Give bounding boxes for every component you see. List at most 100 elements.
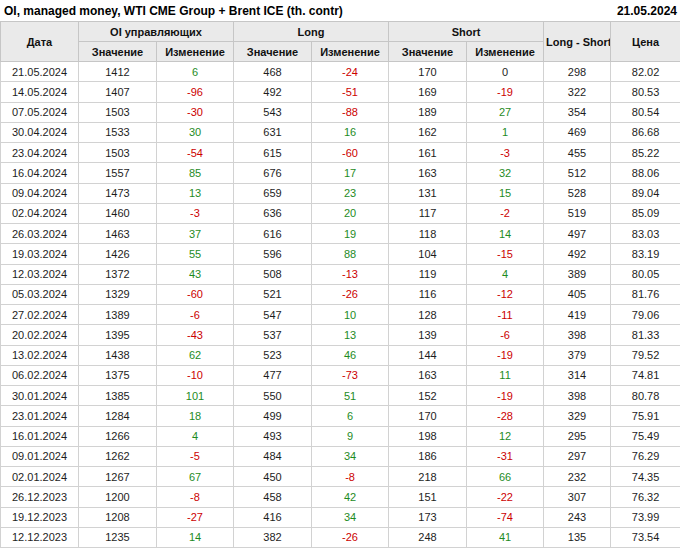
date-cell: 02.04.2024 (1, 203, 79, 223)
long-change-cell: -26 (312, 527, 389, 547)
long-value-cell: 416 (234, 507, 312, 527)
short-value-cell: 170 (389, 62, 467, 82)
long-short-cell: 297 (544, 446, 611, 466)
date-cell: 16.04.2024 (1, 163, 79, 183)
long-short-cell: 405 (544, 284, 611, 304)
oi-change-cell: -8 (157, 487, 234, 507)
date-cell: 16.01.2024 (1, 426, 79, 446)
date-cell: 21.05.2024 (1, 62, 79, 82)
date-cell: 06.02.2024 (1, 365, 79, 385)
long-value-cell: 550 (234, 386, 312, 406)
short-change-cell: -74 (467, 507, 544, 527)
long-short-cell: 243 (544, 507, 611, 527)
long-short-cell: 389 (544, 264, 611, 284)
short-value-cell: 139 (389, 325, 467, 345)
price-cell: 73.54 (611, 527, 680, 547)
long-value-cell: 523 (234, 345, 312, 365)
long-value-cell: 382 (234, 527, 312, 547)
oi-value-cell: 1385 (79, 386, 157, 406)
long-change-cell: 9 (312, 426, 389, 446)
oi-value-cell: 1389 (79, 305, 157, 325)
short-change-cell: -31 (467, 446, 544, 466)
oi-value-cell: 1438 (79, 345, 157, 365)
long-change-cell: -88 (312, 102, 389, 122)
date-cell: 09.01.2024 (1, 446, 79, 466)
date-cell: 26.12.2023 (1, 487, 79, 507)
table-row: 30.04.202415333063116162146986.68 (1, 122, 680, 142)
short-value-cell: 170 (389, 406, 467, 426)
oi-change-cell: 85 (157, 163, 234, 183)
short-value-cell: 117 (389, 203, 467, 223)
page-title: OI, managed money, WTI CME Group + Brent… (4, 4, 343, 18)
short-value-cell: 104 (389, 244, 467, 264)
long-value-cell: 631 (234, 122, 312, 142)
oi-value-cell: 1503 (79, 143, 157, 163)
short-value-cell: 248 (389, 527, 467, 547)
table-row: 02.04.20241460-363620117-251985.09 (1, 203, 680, 223)
table-row: 14.05.20241407-96492-51169-1932280.53 (1, 82, 680, 102)
oi-change-cell: 43 (157, 264, 234, 284)
table-row: 21.05.202414126468-24170029882.02 (1, 62, 680, 82)
long-change-cell: 20 (312, 203, 389, 223)
date-cell: 12.12.2023 (1, 527, 79, 547)
long-value-cell: 499 (234, 406, 312, 426)
oi-change-cell: 62 (157, 345, 234, 365)
short-value-cell: 119 (389, 264, 467, 284)
short-change-cell: -19 (467, 345, 544, 365)
title-bar: OI, managed money, WTI CME Group + Brent… (0, 0, 680, 21)
long-change-cell: 6 (312, 406, 389, 426)
oi-change-cell: -54 (157, 143, 234, 163)
oi-change-cell: -43 (157, 325, 234, 345)
long-value-cell: 596 (234, 244, 312, 264)
long-value-cell: 676 (234, 163, 312, 183)
price-cell: 79.52 (611, 345, 680, 365)
price-cell: 76.32 (611, 487, 680, 507)
short-change-cell: -11 (467, 305, 544, 325)
long-value-cell: 493 (234, 426, 312, 446)
short-change-cell: 32 (467, 163, 544, 183)
report-date: 21.05.2024 (617, 4, 677, 18)
price-cell: 80.05 (611, 264, 680, 284)
oi-value-cell: 1407 (79, 82, 157, 102)
date-cell: 07.05.2024 (1, 102, 79, 122)
date-cell: 12.03.2024 (1, 264, 79, 284)
long-value-cell: 468 (234, 62, 312, 82)
long-short-cell: 419 (544, 305, 611, 325)
price-cell: 80.53 (611, 82, 680, 102)
date-cell: 23.01.2024 (1, 406, 79, 426)
short-change-cell: -15 (467, 244, 544, 264)
price-cell: 74.81 (611, 365, 680, 385)
price-cell: 85.22 (611, 143, 680, 163)
short-value-cell: 131 (389, 183, 467, 203)
oi-change-cell: -30 (157, 102, 234, 122)
oi-change-cell: 6 (157, 62, 234, 82)
date-cell: 23.04.2024 (1, 143, 79, 163)
table-row: 26.12.20231200-845842151-2230776.32 (1, 487, 680, 507)
short-change-cell: -12 (467, 284, 544, 304)
header-date: Дата (1, 22, 79, 62)
price-cell: 85.09 (611, 203, 680, 223)
date-cell: 27.02.2024 (1, 305, 79, 325)
table-row: 19.12.20231208-2741634173-7424373.99 (1, 507, 680, 527)
table-row: 13.02.202414386252346144-1937979.52 (1, 345, 680, 365)
oi-value-cell: 1395 (79, 325, 157, 345)
long-value-cell: 492 (234, 82, 312, 102)
short-value-cell: 163 (389, 365, 467, 385)
price-cell: 80.54 (611, 102, 680, 122)
date-cell: 19.03.2024 (1, 244, 79, 264)
oi-change-cell: 18 (157, 406, 234, 426)
long-short-cell: 398 (544, 325, 611, 345)
long-value-cell: 537 (234, 325, 312, 345)
header-long-group: Long (234, 22, 389, 42)
oi-change-cell: -60 (157, 284, 234, 304)
header-short-group: Short (389, 22, 544, 42)
long-short-cell: 497 (544, 224, 611, 244)
date-cell: 30.04.2024 (1, 122, 79, 142)
short-change-cell: 15 (467, 183, 544, 203)
date-cell: 20.02.2024 (1, 325, 79, 345)
long-value-cell: 616 (234, 224, 312, 244)
price-cell: 89.04 (611, 183, 680, 203)
price-cell: 73.99 (611, 507, 680, 527)
oi-value-cell: 1463 (79, 224, 157, 244)
table-row: 09.01.20241262-548434186-3129776.29 (1, 446, 680, 466)
